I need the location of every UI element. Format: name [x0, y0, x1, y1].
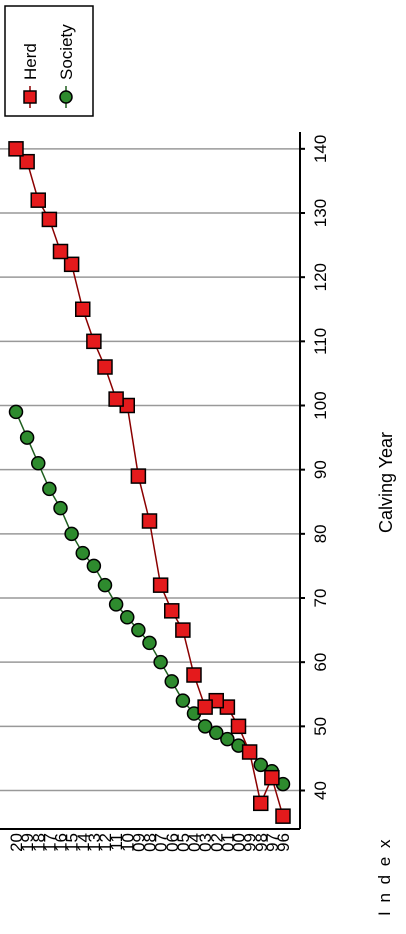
x-tick-label: 10 — [118, 833, 137, 852]
y-tick-label: 90 — [311, 460, 330, 479]
x-tick-label: 99 — [241, 833, 260, 852]
society-point — [42, 481, 57, 497]
society-point — [86, 558, 102, 574]
society-point — [19, 430, 35, 445]
society-point — [8, 404, 24, 420]
x-tick-label: 98 — [252, 833, 271, 852]
y-tick-label: 140 — [311, 135, 330, 163]
x-tick-label: 18 — [29, 833, 48, 852]
herd-point — [141, 513, 158, 529]
x-tick-label: 02 — [207, 833, 226, 852]
herd-point — [264, 769, 280, 786]
society-point — [120, 610, 135, 625]
herd-point — [164, 603, 180, 619]
x-tick-label: 09 — [129, 833, 148, 852]
x-tick-label: 05 — [174, 833, 193, 852]
herd-point — [63, 256, 80, 273]
herd-point — [197, 699, 213, 715]
society-point — [75, 545, 90, 561]
legend: Herd Society — [4, 5, 94, 117]
x-tick-label: 96 — [274, 833, 293, 852]
society-point — [197, 719, 213, 734]
x-tick-label: 11 — [107, 833, 126, 851]
x-tick-label: 06 — [163, 833, 182, 852]
herd-point — [175, 622, 191, 638]
x-tick-label: 13 — [85, 833, 104, 852]
x-tick-label: 12 — [96, 833, 115, 852]
herd-point — [97, 359, 113, 375]
society-point — [153, 654, 168, 670]
herd-point — [186, 667, 202, 683]
herd-point — [241, 744, 258, 760]
x-tick-label: 19 — [18, 833, 37, 852]
x-tick-label: 00 — [230, 833, 249, 852]
y-tick-label: 70 — [311, 589, 330, 608]
legend-box — [4, 5, 94, 117]
society-point — [53, 500, 68, 516]
x-tick-label: 03 — [196, 833, 215, 852]
society-point — [131, 622, 146, 638]
legend-herd-marker — [23, 90, 37, 104]
society-point — [97, 577, 113, 593]
x-tick-label: 07 — [152, 833, 171, 852]
herd-point — [152, 577, 169, 593]
x-tick-label: 04 — [185, 833, 204, 852]
legend-herd-label: Herd — [21, 43, 40, 80]
society-point — [175, 693, 191, 708]
legend-society-marker — [59, 90, 73, 104]
herd-point — [52, 243, 69, 260]
society-point — [209, 725, 224, 740]
y-axis-label: I n d e x — [375, 838, 394, 916]
y-tick-label: 60 — [311, 653, 330, 672]
herd-point — [230, 718, 247, 735]
society-point — [31, 456, 46, 471]
x-tick-label: 20 — [7, 833, 26, 852]
society-point — [164, 674, 179, 689]
x-tick-label: 16 — [52, 833, 71, 852]
y-tick-label: 50 — [311, 717, 330, 736]
herd-point — [108, 391, 124, 407]
herd-point — [8, 141, 24, 157]
society-point — [253, 757, 268, 773]
society-point — [64, 526, 79, 542]
society-point — [142, 635, 157, 651]
x-tick-label: 17 — [40, 833, 59, 852]
herd-point — [19, 153, 35, 170]
y-tick-label: 40 — [311, 781, 330, 800]
society-point — [108, 597, 124, 612]
y-tick-label: 130 — [311, 199, 330, 227]
herd-point — [130, 468, 147, 484]
y-tick-label: 80 — [311, 524, 330, 543]
x-tick-label: 01 — [218, 833, 237, 852]
herd-point — [41, 211, 58, 228]
herd-point — [30, 192, 46, 208]
x-tick-label: 97 — [263, 833, 282, 852]
herd-point — [253, 795, 269, 812]
y-tick-label: 100 — [311, 391, 330, 419]
x-tick-label: 15 — [63, 833, 82, 852]
y-tick-label: 110 — [311, 328, 330, 355]
herd-point — [75, 301, 91, 317]
x-axis-label: Calving Year — [376, 432, 396, 533]
herd-point — [275, 808, 291, 824]
y-tick-label: 120 — [311, 263, 330, 291]
herd-point — [86, 333, 102, 350]
legend-society-label: Society — [57, 24, 76, 80]
society-point — [220, 731, 235, 747]
x-tick-label: 14 — [74, 833, 93, 852]
x-tick-label: 08 — [141, 833, 160, 852]
